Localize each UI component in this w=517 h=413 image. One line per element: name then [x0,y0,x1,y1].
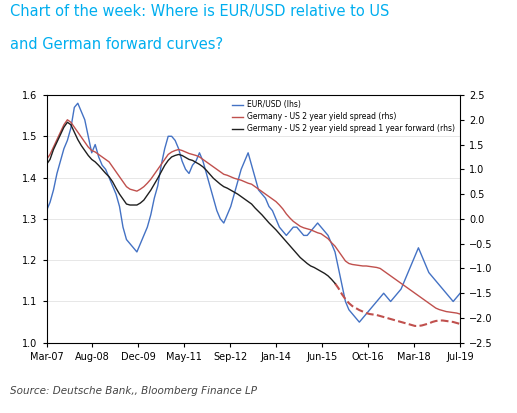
Text: Source: Deutsche Bank,, Bloomberg Finance LP: Source: Deutsche Bank,, Bloomberg Financ… [10,387,257,396]
Legend: EUR/USD (lhs), Germany - US 2 year yield spread (rhs), Germany - US 2 year yield: EUR/USD (lhs), Germany - US 2 year yield… [230,99,457,135]
Text: and German forward curves?: and German forward curves? [10,37,223,52]
Text: Chart of the week: Where is EUR/USD relative to US: Chart of the week: Where is EUR/USD rela… [10,4,390,19]
